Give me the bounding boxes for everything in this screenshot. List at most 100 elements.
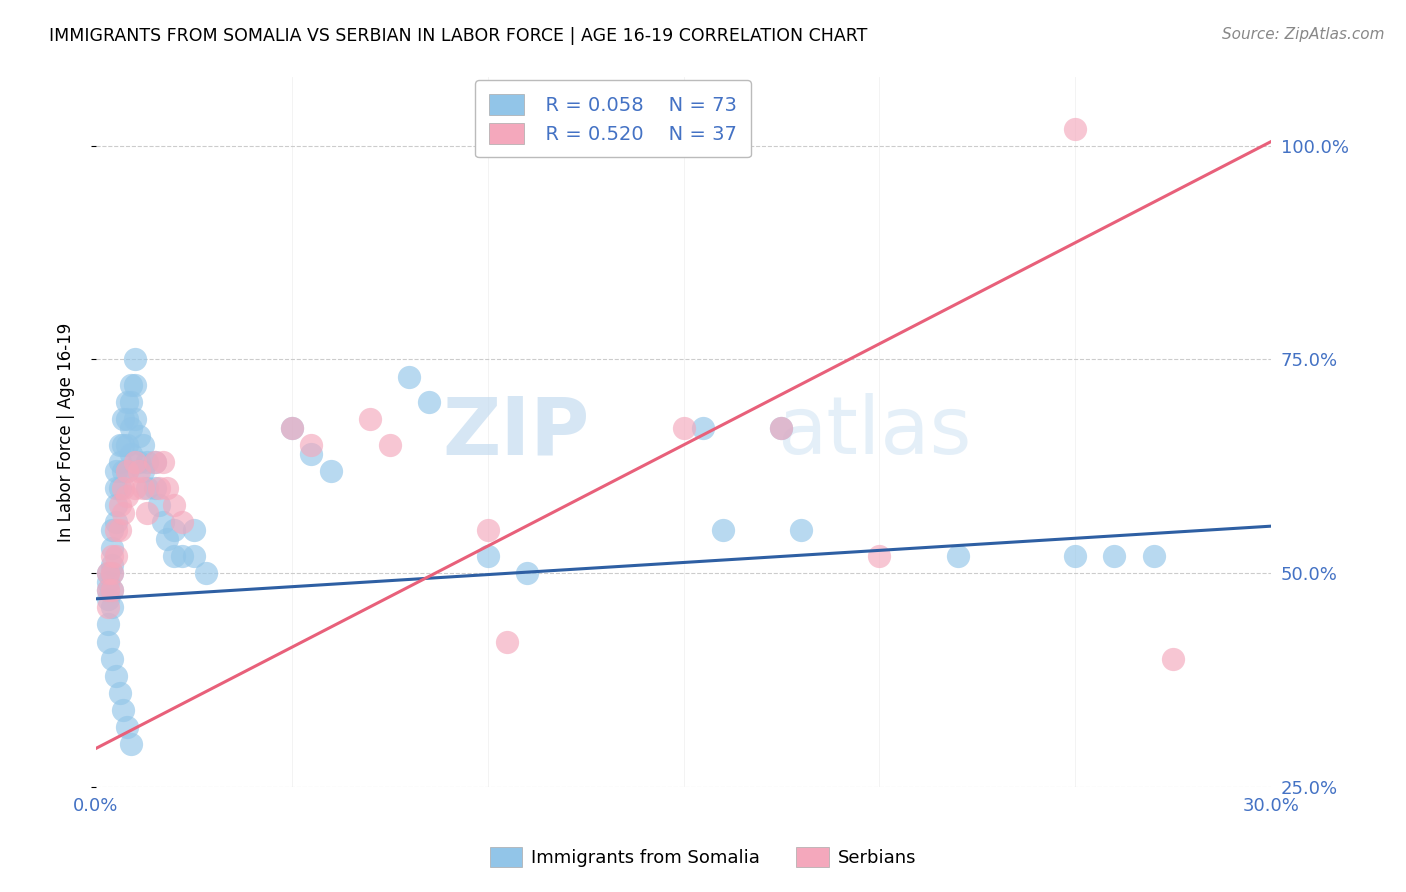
Point [155, 481, 177, 495]
Point [183, 524, 205, 538]
Point [97, 617, 120, 632]
Point [108, 524, 131, 538]
Point [770, 421, 793, 435]
Point [496, 634, 519, 648]
Point [155, 532, 177, 546]
Point [163, 524, 186, 538]
Point [117, 720, 139, 734]
Point [136, 506, 159, 520]
Point [104, 464, 127, 478]
Point [97, 583, 120, 598]
Point [359, 412, 381, 426]
Point [163, 498, 186, 512]
Point [418, 395, 440, 409]
Point [477, 524, 499, 538]
Point [128, 455, 150, 469]
Legend:   R = 0.058    N = 73,   R = 0.520    N = 37: R = 0.058 N = 73, R = 0.520 N = 37 [475, 80, 751, 158]
Point [152, 455, 174, 469]
Point [112, 703, 135, 717]
Point [112, 506, 135, 520]
Point [117, 412, 139, 426]
Point [124, 481, 146, 495]
Point [143, 455, 166, 469]
Point [117, 489, 139, 503]
Legend: Immigrants from Somalia, Serbians: Immigrants from Somalia, Serbians [482, 839, 924, 874]
Point [124, 378, 146, 392]
Point [104, 669, 127, 683]
Point [1142, 549, 1164, 563]
Point [112, 464, 135, 478]
Point [120, 395, 142, 409]
Point [132, 464, 155, 478]
Point [117, 464, 139, 478]
Point [301, 446, 323, 460]
Point [100, 524, 122, 538]
Point [143, 481, 166, 495]
Point [97, 634, 120, 648]
Point [108, 455, 131, 469]
Point [108, 481, 131, 495]
Point [100, 583, 122, 598]
Point [770, 421, 793, 435]
Point [136, 455, 159, 469]
Point [1161, 651, 1184, 665]
Point [946, 549, 969, 563]
Point [100, 566, 122, 581]
Point [97, 600, 120, 615]
Point [104, 481, 127, 495]
Point [711, 524, 734, 538]
Point [100, 541, 122, 555]
Point [132, 438, 155, 452]
Point [516, 566, 538, 581]
Point [97, 566, 120, 581]
Point [1064, 549, 1087, 563]
Point [477, 549, 499, 563]
Point [97, 566, 120, 581]
Text: atlas: atlas [778, 393, 972, 471]
Point [100, 600, 122, 615]
Point [120, 737, 142, 751]
Point [100, 651, 122, 665]
Point [136, 481, 159, 495]
Point [120, 446, 142, 460]
Point [128, 464, 150, 478]
Point [124, 412, 146, 426]
Point [112, 438, 135, 452]
Point [108, 438, 131, 452]
Point [319, 464, 342, 478]
Point [100, 583, 122, 598]
Point [172, 549, 194, 563]
Point [124, 352, 146, 367]
Point [124, 455, 146, 469]
Point [152, 515, 174, 529]
Point [104, 524, 127, 538]
Point [281, 421, 304, 435]
Point [112, 412, 135, 426]
Point [790, 524, 813, 538]
Point [120, 421, 142, 435]
Point [148, 481, 170, 495]
Point [868, 549, 890, 563]
Point [593, 848, 616, 863]
Point [672, 421, 695, 435]
Point [117, 438, 139, 452]
Point [172, 515, 194, 529]
Point [692, 421, 714, 435]
Point [1104, 549, 1126, 563]
Y-axis label: In Labor Force | Age 16-19: In Labor Force | Age 16-19 [58, 323, 75, 541]
Point [104, 498, 127, 512]
Text: IMMIGRANTS FROM SOMALIA VS SERBIAN IN LABOR FORCE | AGE 16-19 CORRELATION CHART: IMMIGRANTS FROM SOMALIA VS SERBIAN IN LA… [49, 27, 868, 45]
Point [1064, 121, 1087, 136]
Text: ZIP: ZIP [443, 393, 589, 471]
Point [104, 549, 127, 563]
Point [100, 558, 122, 572]
Point [148, 498, 170, 512]
Point [117, 464, 139, 478]
Point [97, 583, 120, 598]
Point [112, 481, 135, 495]
Point [117, 395, 139, 409]
Point [97, 574, 120, 589]
Point [132, 481, 155, 495]
Point [378, 438, 401, 452]
Point [301, 438, 323, 452]
